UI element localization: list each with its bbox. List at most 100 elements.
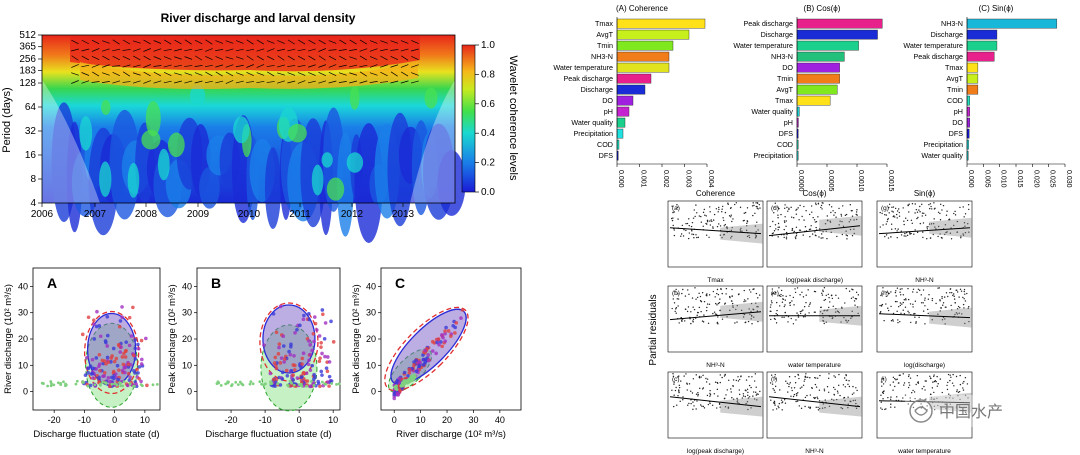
residual-point — [845, 379, 848, 382]
scatter-point — [307, 339, 311, 343]
residual-point — [777, 222, 780, 225]
scatter-point — [306, 362, 311, 367]
partial-xlabel: water temperature — [897, 448, 951, 455]
residual-point — [937, 287, 939, 289]
importance-category-label: Tmax — [945, 63, 963, 72]
residual-point — [802, 384, 805, 386]
residual-point — [924, 299, 926, 301]
scatter-xtick-label: -10 — [78, 415, 91, 425]
residual-point — [944, 233, 946, 236]
scatter-point — [326, 355, 330, 359]
residual-point — [900, 312, 902, 314]
residual-point — [709, 224, 712, 226]
residual-point — [783, 236, 785, 239]
residual-point — [953, 295, 955, 298]
residual-point — [677, 218, 679, 220]
residual-point — [681, 319, 683, 322]
scatter-point — [321, 312, 325, 317]
residual-point — [783, 399, 786, 401]
scatter-point — [313, 321, 318, 326]
phase-arrow — [410, 80, 419, 84]
residual-point — [909, 397, 911, 399]
scatter-ytick-label: 0 — [371, 387, 376, 397]
partial-xlabel: water temperature — [787, 362, 841, 369]
phase-arrow — [174, 80, 182, 84]
residual-point — [736, 397, 738, 400]
residual-point — [792, 296, 795, 299]
residual-point — [898, 374, 901, 377]
residual-point — [803, 380, 805, 382]
residual-point — [915, 322, 917, 324]
wavelet-ytick-label: 512 — [19, 30, 36, 41]
partial-xlabel: log(discharge) — [904, 362, 945, 369]
scatter-point-baseline — [248, 382, 252, 386]
phase-arrow — [132, 80, 141, 84]
residual-point — [695, 393, 698, 395]
wavelet-colorbar-ticks: 1.00.80.60.40.20.0 — [475, 40, 495, 198]
residual-point — [830, 231, 832, 234]
residual-point — [774, 202, 777, 204]
residual-point — [730, 229, 733, 232]
residual-point — [902, 294, 905, 296]
residual-point — [950, 376, 952, 378]
partial-panel-letter: (b) — [672, 290, 680, 297]
residual-point — [936, 375, 938, 378]
scatter-point — [319, 369, 324, 374]
residual-point — [964, 394, 967, 397]
residual-point — [906, 219, 909, 222]
residual-point — [944, 224, 947, 226]
residual-point — [962, 206, 964, 208]
residual-point — [815, 406, 817, 408]
residual-point — [911, 203, 914, 205]
residual-point — [955, 312, 958, 314]
phase-arrow — [235, 40, 244, 44]
residual-point — [906, 234, 909, 237]
scatter-point — [120, 315, 124, 319]
residual-point — [924, 305, 926, 307]
scatter-point-baseline — [411, 377, 415, 381]
residual-point — [746, 388, 749, 390]
residual-point — [937, 211, 940, 213]
confidence-band — [819, 215, 862, 236]
residual-point — [755, 391, 757, 393]
residual-point — [725, 287, 728, 290]
residual-point — [677, 298, 680, 300]
residual-point — [703, 208, 706, 211]
phase-arrow — [215, 71, 223, 77]
phase-arrow — [349, 72, 358, 76]
residual-point — [899, 291, 901, 293]
phase-arrow — [401, 55, 409, 61]
residual-point — [818, 389, 821, 391]
residual-point — [939, 219, 942, 221]
scatter-point — [106, 360, 111, 364]
residual-point — [942, 316, 945, 319]
residual-point — [780, 293, 782, 296]
phase-arrow — [380, 48, 388, 52]
scatter-point — [116, 377, 121, 382]
residual-point — [808, 312, 810, 314]
residual-point — [836, 390, 839, 392]
scatter-point — [129, 334, 134, 338]
residual-point — [706, 293, 708, 295]
scatter-point — [282, 360, 286, 364]
red-confidence-ellipse — [83, 310, 140, 395]
scatter-point-baseline — [236, 383, 240, 387]
residual-point — [946, 384, 948, 387]
phase-arrow — [71, 55, 79, 61]
residual-point — [741, 397, 744, 399]
residual-point — [930, 223, 933, 225]
scatter-point-baseline — [86, 384, 90, 388]
phase-arrow — [174, 72, 182, 76]
residual-point — [737, 293, 740, 296]
residual-point — [734, 322, 736, 324]
residual-point — [945, 407, 947, 410]
residual-point — [817, 203, 820, 205]
residual-point — [939, 378, 942, 380]
residual-point — [809, 377, 811, 379]
phase-arrow — [266, 65, 275, 67]
phase-arrow — [256, 72, 265, 76]
residual-point — [748, 396, 751, 398]
residual-point — [826, 215, 828, 217]
residual-point — [926, 405, 928, 407]
residual-point — [945, 292, 948, 294]
